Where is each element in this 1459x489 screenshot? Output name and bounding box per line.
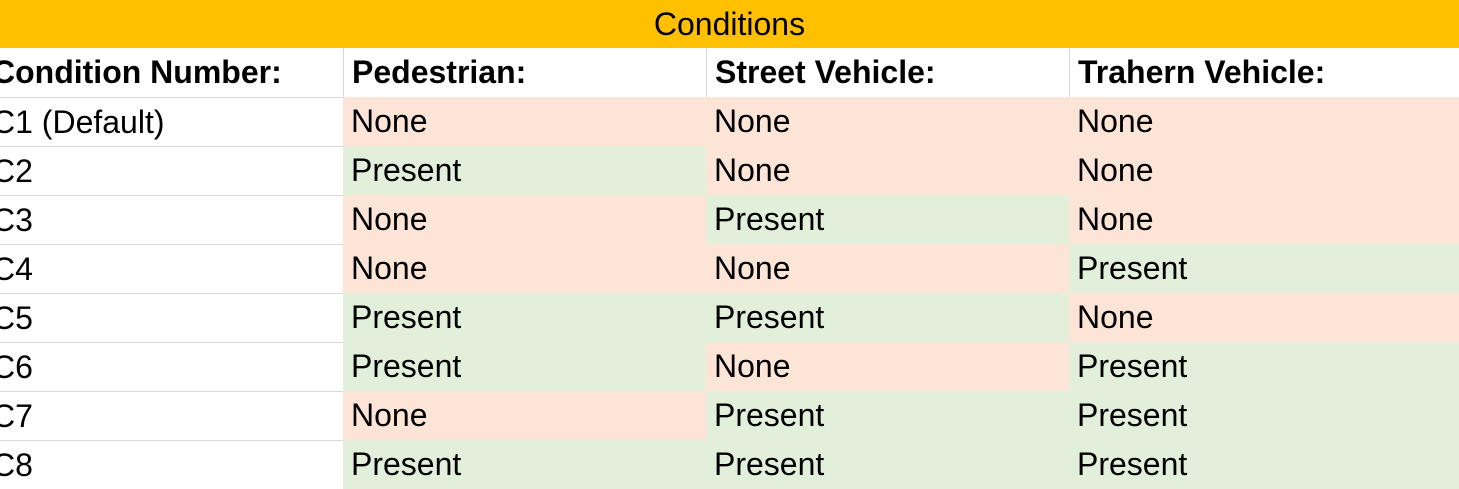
trahern-vehicle-cell[interactable]: Present [1069,440,1459,489]
trahern-vehicle-cell[interactable]: None [1069,195,1459,244]
header-condition-number[interactable]: Condition Number: [0,48,343,97]
table-row: C8 Present Present Present [0,440,1459,489]
street-vehicle-cell[interactable]: None [706,342,1069,391]
street-vehicle-cell[interactable]: Present [706,195,1069,244]
street-vehicle-cell[interactable]: None [706,146,1069,195]
table-row: C5 Present Present None [0,293,1459,342]
trahern-vehicle-cell[interactable]: None [1069,293,1459,342]
trahern-vehicle-cell[interactable]: None [1069,146,1459,195]
condition-cell[interactable]: C5 [0,293,343,342]
table-row: C6 Present None Present [0,342,1459,391]
street-vehicle-cell[interactable]: Present [706,293,1069,342]
condition-cell[interactable]: C6 [0,342,343,391]
table-row: C4 None None Present [0,244,1459,293]
table-title[interactable]: Conditions [0,0,1459,48]
header-pedestrian[interactable]: Pedestrian: [343,48,706,97]
condition-cell[interactable]: C8 [0,440,343,489]
trahern-vehicle-cell[interactable]: Present [1069,244,1459,293]
trahern-vehicle-cell[interactable]: Present [1069,342,1459,391]
header-trahern-vehicle[interactable]: Trahern Vehicle: [1069,48,1459,97]
trahern-vehicle-cell[interactable]: Present [1069,391,1459,440]
street-vehicle-cell[interactable]: Present [706,391,1069,440]
pedestrian-cell[interactable]: None [343,391,706,440]
pedestrian-cell[interactable]: Present [343,146,706,195]
header-street-vehicle[interactable]: Street Vehicle: [706,48,1069,97]
pedestrian-cell[interactable]: Present [343,440,706,489]
condition-cell[interactable]: C4 [0,244,343,293]
conditions-table: Condition Number: Pedestrian: Street Veh… [0,48,1459,489]
condition-cell[interactable]: C7 [0,391,343,440]
street-vehicle-cell[interactable]: Present [706,440,1069,489]
pedestrian-cell[interactable]: Present [343,342,706,391]
table-row: C2 Present None None [0,146,1459,195]
header-row: Condition Number: Pedestrian: Street Veh… [0,48,1459,97]
condition-cell[interactable]: C2 [0,146,343,195]
pedestrian-cell[interactable]: Present [343,293,706,342]
street-vehicle-cell[interactable]: None [706,244,1069,293]
table-row: C7 None Present Present [0,391,1459,440]
trahern-vehicle-cell[interactable]: None [1069,97,1459,146]
street-vehicle-cell[interactable]: None [706,97,1069,146]
pedestrian-cell[interactable]: None [343,97,706,146]
pedestrian-cell[interactable]: None [343,244,706,293]
pedestrian-cell[interactable]: None [343,195,706,244]
condition-cell[interactable]: C3 [0,195,343,244]
condition-cell[interactable]: C1 (Default) [0,97,343,146]
table-row: C1 (Default) None None None [0,97,1459,146]
table-row: C3 None Present None [0,195,1459,244]
